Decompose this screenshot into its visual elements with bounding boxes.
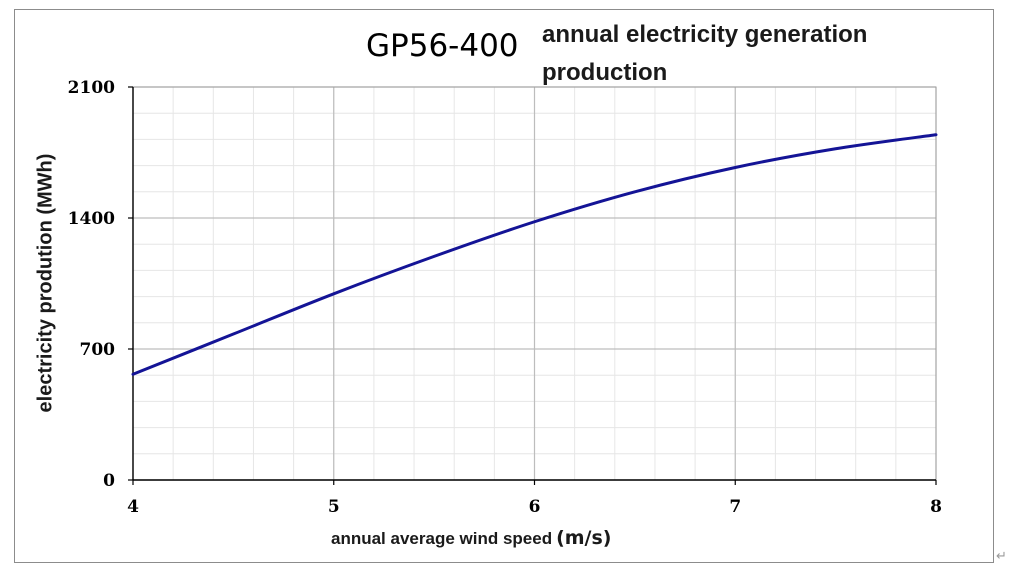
x-tick-label: 4 [127, 497, 139, 517]
x-axis-unit: (m/s) [556, 527, 612, 549]
y-tick-label: 0 [103, 471, 115, 491]
series-line [131, 133, 938, 376]
y-axis-label: electricity prodution (MWh) [34, 153, 57, 413]
x-tick-label: 8 [930, 497, 942, 517]
y-tick-label: 700 [80, 340, 116, 360]
axes [128, 86, 937, 485]
chart-frame [14, 9, 994, 563]
x-axis-label: annual average wind speed (m/s) [331, 527, 612, 549]
y-tick-label: 2100 [68, 78, 115, 98]
x-axis-label-text: annual average wind speed [331, 529, 553, 548]
return-mark-icon: ↵ [996, 549, 1007, 564]
x-tick-label: 7 [729, 497, 741, 517]
tick-labels: 4 5 6 7 8 0 700 1400 2100 [68, 78, 942, 517]
chart-subtitle: annual electricity generation production [542, 21, 868, 86]
y-tick-label: 1400 [68, 209, 115, 229]
chart-title: GP56-400 [366, 28, 519, 64]
x-tick-label: 6 [529, 497, 541, 517]
series-layer [131, 133, 938, 376]
x-tick-label: 5 [328, 497, 340, 517]
